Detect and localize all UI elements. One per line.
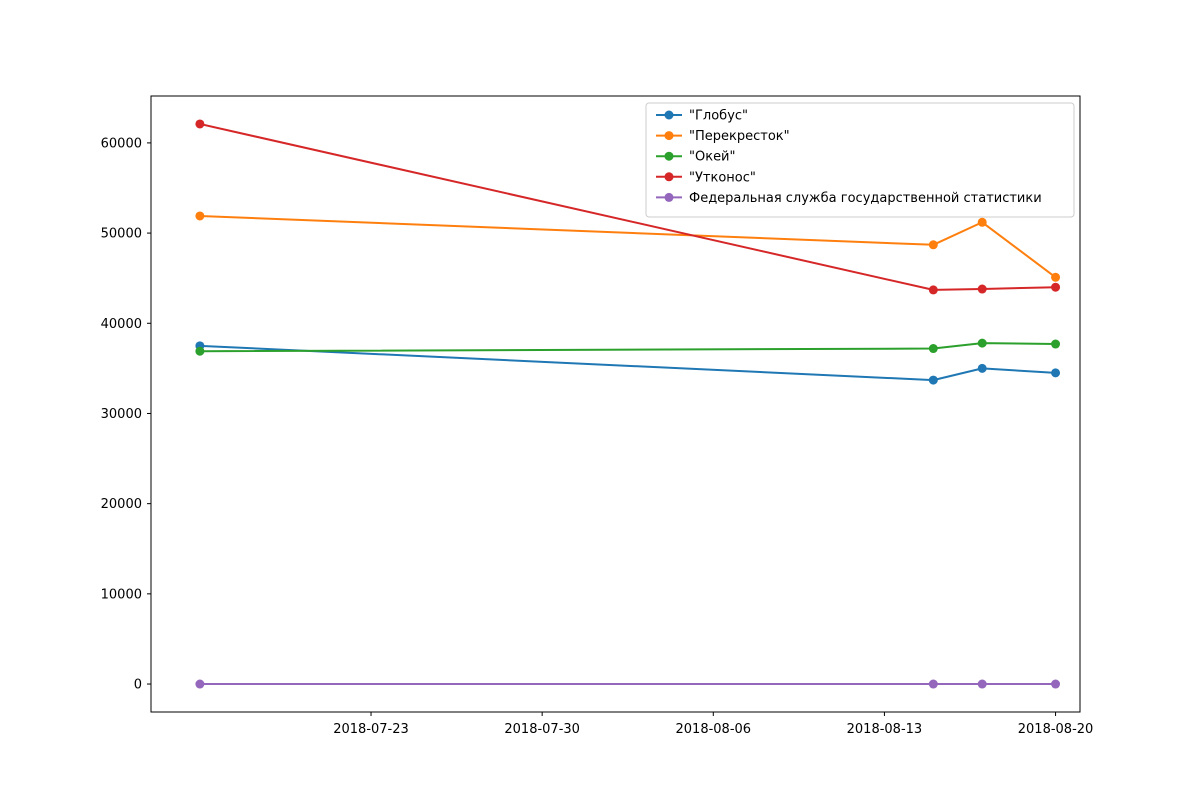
data-point [195,211,205,221]
legend-label: "Перекресток" [689,129,790,144]
legend-item-3: "Утконос" [656,170,756,185]
legend: "Глобус" "Перекресток" "Окей" "Утконос" Феде… [645,102,1075,218]
x-tick-label: 2018-08-06 [676,722,752,737]
legend-item-2: "Окей" [656,150,736,165]
legend-label: Федеральная служба государственной стати… [689,191,1042,206]
y-tick-label: 40000 [101,317,142,332]
data-point [928,375,938,385]
data-point [928,285,938,295]
axes-layer: 2018-07-23 2018-07-30 2018-08-06 2018-08-13… [101,136,1094,737]
x-tick-label: 2018-08-13 [847,722,923,737]
legend-item-4: Федеральная служба государственной стати… [656,191,1042,206]
data-point [977,217,987,227]
series-line-2 [199,342,1056,353]
data-point [977,284,987,294]
data-point [977,338,987,348]
y-tick-label: 10000 [101,587,142,602]
legend-marker [664,192,674,202]
series-layer [195,119,1061,689]
y-tick-label: 60000 [101,136,142,151]
plot-frame [150,95,1081,713]
y-tick-label: 50000 [101,227,142,242]
legend-label: "Утконос" [689,170,756,185]
data-point [928,344,938,354]
data-point [977,679,987,689]
series-line-0 [199,344,1056,382]
series-1 [195,211,1061,282]
series-2 [195,338,1061,356]
x-tick-label: 2018-07-23 [333,722,409,737]
data-point [1051,679,1061,689]
data-point [195,346,205,356]
data-point [977,363,987,373]
series-line-1 [199,214,1057,279]
legend-marker [664,131,674,141]
x-tick-label: 2018-07-30 [504,722,580,737]
y-tick-label: 0 [134,678,142,693]
legend-label: "Окей" [689,150,736,165]
legend-item-1: "Перекресток" [656,129,790,144]
data-point [195,119,205,129]
series-line-3 [199,122,1056,291]
data-point [1051,368,1061,378]
legend-marker [664,110,674,120]
legend-marker [664,172,674,182]
series-4 [195,679,1061,689]
data-point [928,679,938,689]
data-point [1051,339,1061,349]
y-tick-label: 30000 [101,407,142,422]
x-tick-label: 2018-08-20 [1018,722,1094,737]
data-point [1051,282,1061,292]
y-tick-label: 20000 [101,497,142,512]
legend-marker [664,151,674,161]
data-point [195,679,205,689]
legend-item-0: "Глобус" [656,109,748,124]
series-3 [195,119,1061,295]
data-point [1051,272,1061,282]
legend-frame [645,102,1075,218]
legend-label: "Глобус" [689,109,748,124]
data-point [928,240,938,250]
